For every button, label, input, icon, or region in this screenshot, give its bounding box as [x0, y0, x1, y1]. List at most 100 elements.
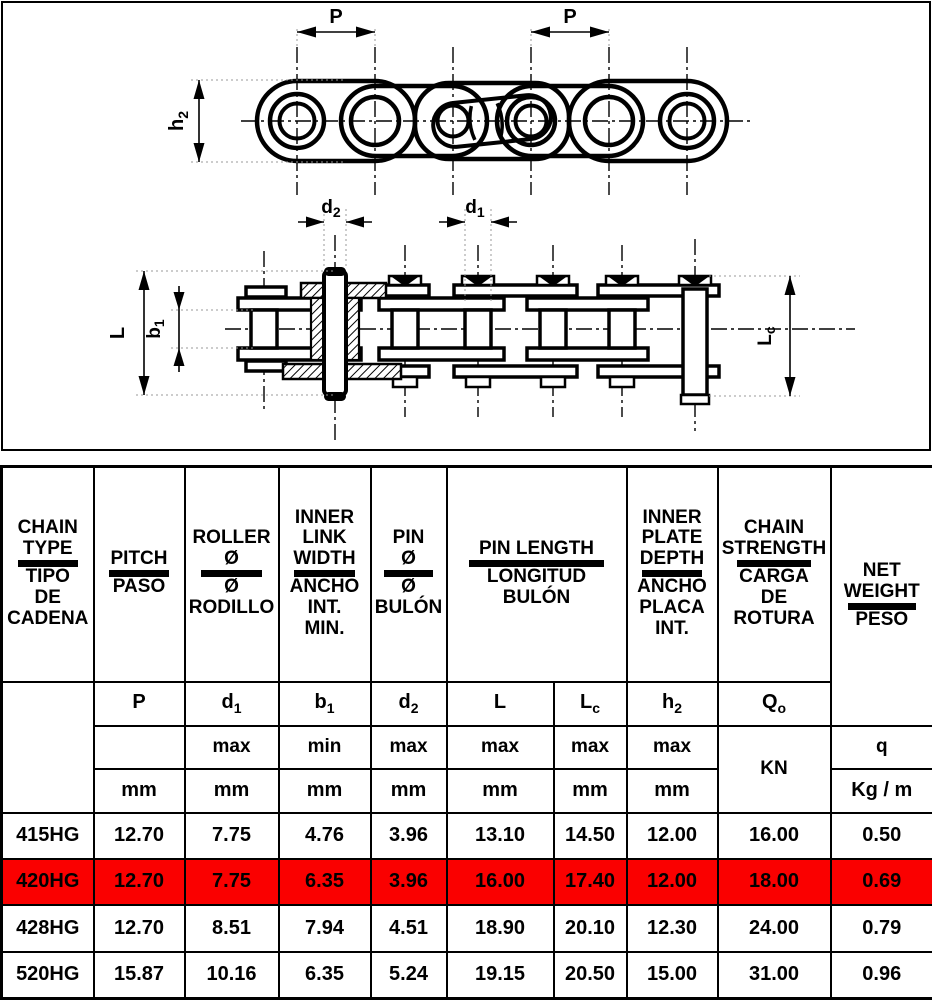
unit-mm: mm — [277, 767, 372, 814]
dim-h2: h2 — [166, 79, 343, 163]
spec-value-cell: 7.75 — [183, 857, 280, 906]
svg-text:d2: d2 — [321, 197, 341, 220]
limit-lc: max — [552, 724, 628, 770]
unit-mm: mm — [625, 767, 719, 814]
unit-mm: mm — [445, 767, 555, 814]
limit-d1: max — [183, 724, 280, 770]
spec-value-cell: 10.16 — [183, 950, 280, 1000]
spec-value-cell: 7.94 — [277, 903, 372, 953]
col-header-inner-link-width: INNER LINK WIDTH ANCHO INT. MIN. — [277, 465, 372, 683]
chain-type-cell: 420HG — [0, 857, 95, 906]
symbol-cell-empty — [0, 680, 95, 814]
spec-value-cell: 13.10 — [445, 811, 555, 860]
col-header-pin-length: PIN LENGTH LONGITUD BULÓN — [445, 465, 628, 683]
symbol-h2: h2 — [625, 680, 719, 727]
spec-value-cell: 31.00 — [716, 950, 832, 1000]
table-row-415HG: 415HG 12.70 7.75 4.76 3.96 13.10 14.50 12.00 16.… — [0, 811, 932, 860]
header-divider-bar — [294, 570, 355, 578]
limit-row: max min max max max max KN q — [2, 724, 932, 814]
col-header-pitch: PITCH PASO — [92, 465, 186, 683]
svg-text:L: L — [107, 327, 129, 339]
header-divider-bar — [468, 559, 605, 567]
col-header-net-weight: NET WEIGHT PESO — [829, 465, 932, 727]
spec-value-cell: 0.96 — [829, 950, 932, 1000]
spec-value-cell: 20.10 — [552, 903, 628, 953]
dim-d1: d1 — [439, 197, 517, 303]
spec-value-cell: 4.51 — [369, 903, 448, 953]
limit-h2: max — [625, 724, 719, 770]
svg-text:d1: d1 — [465, 197, 485, 220]
spec-value-cell: 8.51 — [183, 903, 280, 953]
unit-row: mm mm mm mm mm mm mm Kg / m — [2, 767, 932, 814]
unit-mm: mm — [92, 767, 186, 814]
limit-d2: max — [369, 724, 448, 770]
connecting-pin — [281, 267, 403, 401]
header-divider-bar — [847, 602, 916, 610]
col-header-chain-type: CHAIN TYPE TIPO DE CADENA — [0, 465, 95, 683]
col-header-inner-plate-depth: INNER PLATE DEPTH ANCHO PLACA INT. — [625, 465, 719, 683]
header-divider-bar — [200, 570, 263, 578]
symbol-p: P — [92, 680, 186, 727]
symbol-lc: Lc — [552, 680, 628, 727]
header-divider-bar — [384, 570, 433, 578]
limit-p — [92, 724, 186, 770]
symbol-q: q — [829, 724, 932, 770]
svg-text:h2: h2 — [166, 111, 191, 131]
header-row: CHAIN TYPE TIPO DE CADENA PITCH PASO ROLLE… — [0, 465, 932, 727]
spec-value-cell: 15.00 — [625, 950, 719, 1000]
spec-value-cell: 14.50 — [552, 811, 628, 860]
spec-value-cell: 4.76 — [277, 811, 372, 860]
symbol-d2: d2 — [369, 680, 448, 727]
svg-text:Lc: Lc — [755, 326, 778, 346]
spec-value-cell: 5.24 — [369, 950, 448, 1000]
unit-mm: mm — [369, 767, 448, 814]
spec-value-cell: 18.00 — [716, 857, 832, 906]
svg-text:b1: b1 — [144, 319, 167, 339]
unit-mm: mm — [552, 767, 628, 814]
svg-text:P: P — [563, 6, 576, 28]
table-row-428HG: 428HG 12.70 8.51 7.94 4.51 18.90 20.10 12.30 24.… — [0, 903, 932, 953]
dim-d2: d2 — [298, 197, 372, 267]
dim-pitch-right: P — [531, 6, 609, 38]
col-header-chain-strength: CHAIN STRENGTH CARGA DE ROTURA — [716, 465, 832, 683]
spec-value-cell: 3.96 — [369, 857, 448, 906]
symbol-d1: d1 — [183, 680, 280, 727]
spec-value-cell: 12.70 — [92, 811, 186, 860]
chain-technical-drawing: P P h2 — [1, 1, 931, 451]
spec-rows: 415HG 12.70 7.75 4.76 3.96 13.10 14.50 12.00 16.… — [0, 811, 932, 1000]
spec-value-cell: 6.35 — [277, 950, 372, 1000]
spec-value-cell: 0.79 — [829, 903, 932, 953]
spec-value-cell: 19.15 — [445, 950, 555, 1000]
chain-drawing-svg: P P h2 — [107, 6, 855, 443]
spec-value-cell: 16.00 — [716, 811, 832, 860]
symbol-row: P d1 b1 d2 L Lc h2 Qo — [0, 680, 932, 814]
dim-b1: b1 — [144, 286, 255, 372]
chain-spec-table: CHAIN TYPE TIPO DE CADENA PITCH PASO ROLLE… — [0, 465, 932, 1000]
spec-value-cell: 12.00 — [625, 857, 719, 906]
header-divider-bar — [17, 559, 78, 567]
spec-value-cell: 12.00 — [625, 811, 719, 860]
dim-l: L — [107, 270, 333, 396]
chain-type-cell: 415HG — [0, 811, 95, 860]
pin-rivets — [387, 274, 713, 389]
header-divider-bar — [736, 559, 812, 567]
spec-value-cell: 0.69 — [829, 857, 932, 906]
spec-value-cell: 12.30 — [625, 903, 719, 953]
spec-value-cell: 0.50 — [829, 811, 932, 860]
symbol-l: L — [445, 680, 555, 727]
table-row-520HG: 520HG 15.87 10.16 6.35 5.24 19.15 20.50 15.00 31… — [0, 950, 932, 1000]
spec-value-cell: 6.35 — [277, 857, 372, 906]
spec-value-cell: 17.40 — [552, 857, 628, 906]
svg-text:P: P — [329, 6, 342, 28]
header-divider-bar — [642, 570, 702, 578]
spec-value-cell: 18.90 — [445, 903, 555, 953]
master-link-pin — [679, 287, 711, 406]
header-divider-bar — [109, 570, 169, 578]
dim-lc: Lc — [709, 275, 800, 397]
spec-value-cell: 12.70 — [92, 857, 186, 906]
unit-kn: KN — [716, 724, 832, 814]
side-view: P P h2 — [166, 6, 751, 195]
